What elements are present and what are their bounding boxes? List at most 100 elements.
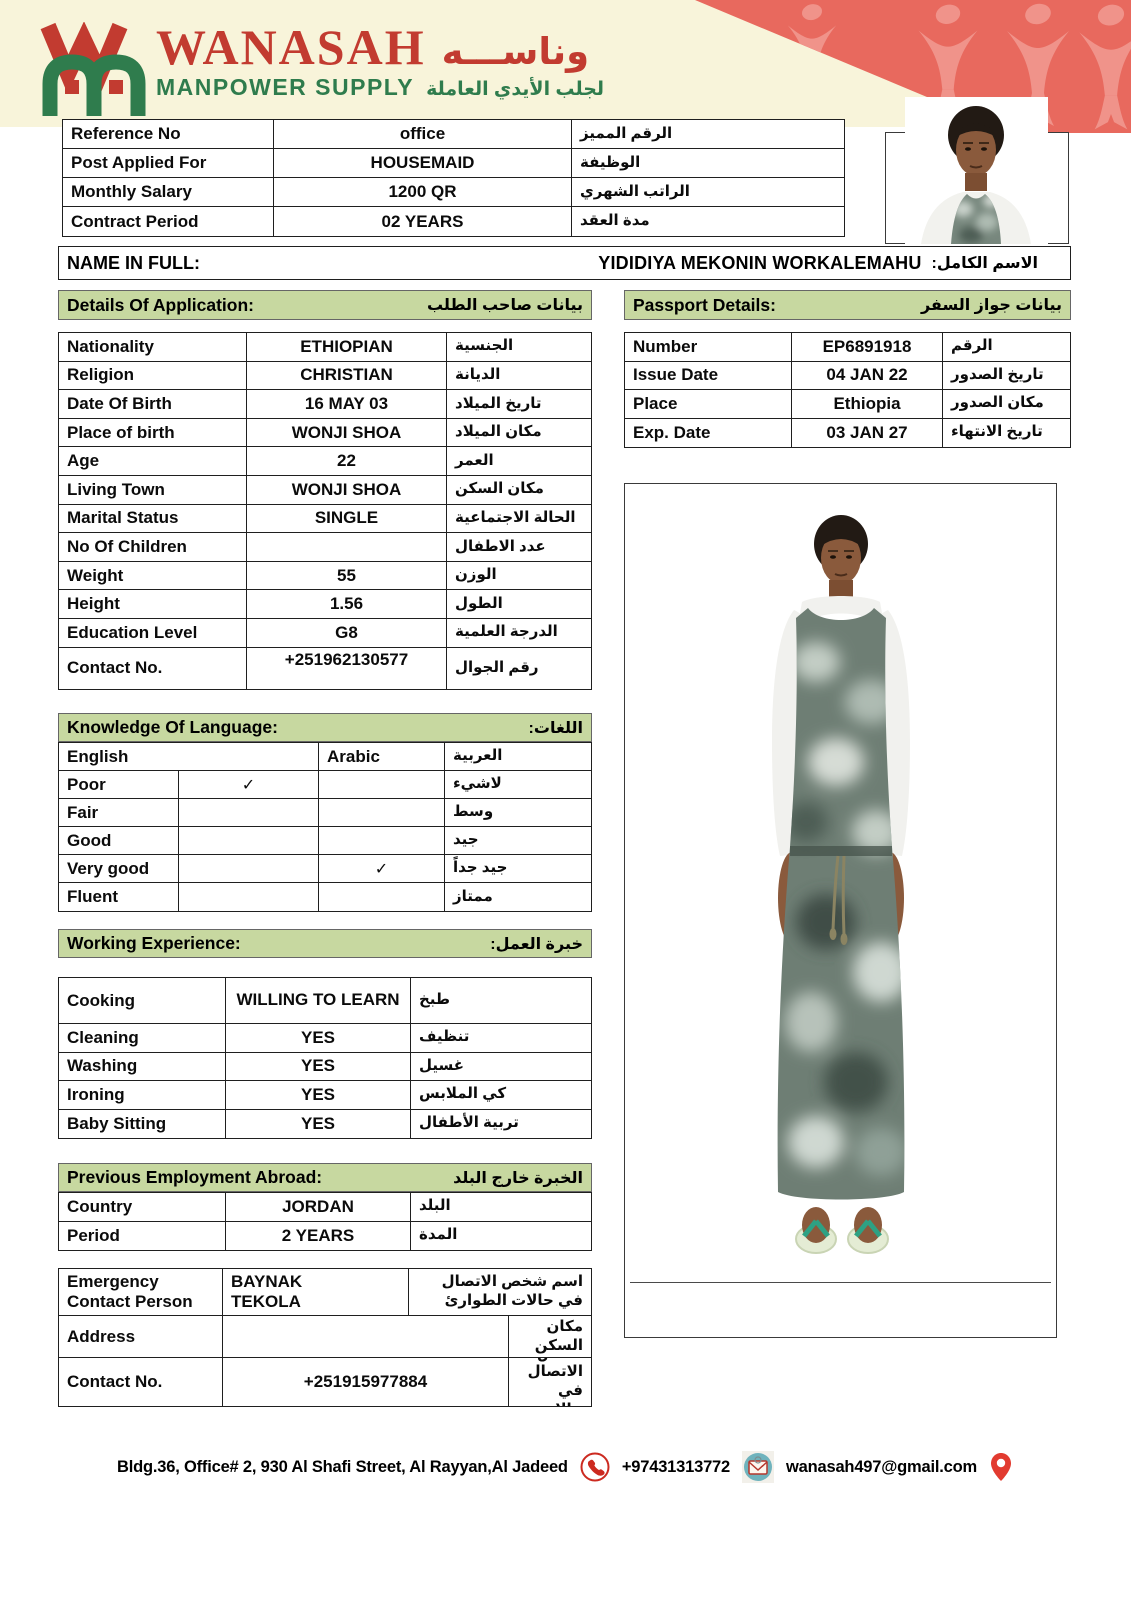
row-label-arabic: تاريخ الميلاد bbox=[455, 394, 542, 412]
table-row: Reference No office الرقم المميز bbox=[63, 120, 844, 149]
row-label-arabic: طبخ bbox=[419, 991, 451, 1009]
section-title: Knowledge Of Language: bbox=[67, 717, 278, 737]
row-label: Religion bbox=[59, 361, 247, 390]
email-address: wanasah497@gmail.com bbox=[786, 1457, 977, 1476]
experience-table: Cooking WILLING TO LEARN طبخ Cleaning YES تن… bbox=[58, 977, 592, 1139]
row-value: YES bbox=[226, 1109, 411, 1138]
row-label: Exp. Date bbox=[625, 418, 792, 447]
row-value: 02 YEARS bbox=[274, 207, 572, 236]
row-label-arabic: الرقم المميز bbox=[580, 124, 673, 142]
section-title: Previous Employment Abroad: bbox=[67, 1167, 323, 1187]
full-name-label: NAME IN FULL: bbox=[67, 252, 200, 273]
row-value: JORDAN bbox=[226, 1193, 411, 1221]
level-label-arabic: لاشيء bbox=[453, 775, 502, 793]
level-label-arabic: جيد bbox=[453, 831, 479, 849]
passport-section-header: Passport Details: بيانات جواز السفر bbox=[624, 290, 1071, 320]
row-label-arabic: اسم شخص الاتصال في حالات الطوارئ bbox=[441, 1273, 583, 1309]
row-value: 22 bbox=[247, 447, 447, 475]
row-value: CHRISTIAN bbox=[247, 361, 447, 390]
applicant-photo bbox=[772, 515, 910, 1254]
previous-employment-table: Country JORDAN البلد Period 2 YEARS المدة bbox=[58, 1192, 592, 1251]
row-value: WONJI SHOA bbox=[247, 418, 447, 447]
photo-box-divider bbox=[630, 1282, 1051, 1283]
row-label: Contact No. bbox=[59, 647, 247, 689]
row-label-arabic: العمر bbox=[455, 451, 494, 469]
row-label: Education Level bbox=[59, 618, 247, 647]
footer-contact-bar: Bldg.36, Office# 2, 930 Al Shafi Street,… bbox=[0, 1450, 1131, 1484]
english-checkmark bbox=[179, 799, 319, 826]
arabic-checkmark: ✓ bbox=[319, 855, 445, 882]
section-title-arabic: خبرة العمل: bbox=[490, 935, 583, 953]
emergency-contact-table: Emergency Contact Person BAYNAK TEKOLA اسم… bbox=[58, 1268, 592, 1407]
row-label-arabic: رقم الجوال bbox=[455, 658, 539, 676]
row-label: Ironing bbox=[59, 1081, 226, 1109]
row-value: G8 bbox=[247, 618, 447, 647]
details-section-header: Details Of Application: بيانات صاحب الطل… bbox=[58, 290, 592, 320]
row-value: YES bbox=[226, 1081, 411, 1109]
row-label-arabic: الراتب الشهري bbox=[580, 182, 690, 200]
row-value: HOUSEMAID bbox=[274, 149, 572, 177]
portrait-photo bbox=[905, 97, 1048, 244]
row-value: office bbox=[274, 120, 572, 148]
row-label: Baby Sitting bbox=[59, 1109, 226, 1138]
logo: WANASAH وناســـه MANPOWER SUPPLY لجلب ال… bbox=[38, 22, 604, 118]
row-label-arabic: الديانة bbox=[455, 366, 501, 384]
row-label: Height bbox=[59, 590, 247, 618]
row-label: Age bbox=[59, 447, 247, 475]
experience-section-header: Working Experience: خبرة العمل: bbox=[58, 929, 592, 958]
row-value: 2 YEARS bbox=[226, 1221, 411, 1250]
section-title: Details Of Application: bbox=[67, 294, 255, 315]
section-title: Passport Details: bbox=[633, 294, 776, 315]
row-value: 03 JAN 27 bbox=[792, 418, 943, 447]
column-header-arabic-label: العربية bbox=[453, 747, 503, 765]
row-value: WONJI SHOA bbox=[247, 475, 447, 504]
application-summary-table: Reference No office الرقم المميز Post Ap… bbox=[62, 119, 845, 237]
previous-employment-section-header: Previous Employment Abroad: الخبرة خارج … bbox=[58, 1163, 592, 1192]
row-label-arabic: عدد الاطفال bbox=[455, 537, 546, 555]
level-label-arabic: جيد جداً bbox=[453, 859, 508, 877]
row-label-arabic: تاريخ الانتهاء bbox=[951, 423, 1043, 441]
row-label: Contact No. bbox=[59, 1358, 223, 1406]
row-value bbox=[247, 533, 447, 561]
row-value: +251915977884 bbox=[223, 1358, 509, 1406]
row-label-arabic: تربية الأطفال bbox=[419, 1114, 519, 1132]
row-label: Living Town bbox=[59, 475, 247, 504]
row-value: YES bbox=[226, 1024, 411, 1052]
row-value: 55 bbox=[247, 561, 447, 590]
row-value: SINGLE bbox=[247, 504, 447, 533]
row-label-arabic: الجنسية bbox=[455, 337, 514, 355]
arabic-checkmark bbox=[319, 799, 445, 826]
row-label-arabic: تاريخ الصدور bbox=[951, 365, 1044, 383]
row-value: 04 JAN 22 bbox=[792, 361, 943, 389]
full-name-row: NAME IN FULL: YIDIDIYA MEKONIN WORKALEMA… bbox=[58, 246, 1071, 280]
section-title-arabic: بيانات جواز السفر bbox=[920, 297, 1062, 314]
row-label-arabic: البلد bbox=[419, 1197, 451, 1215]
email-icon bbox=[741, 1450, 775, 1484]
row-label: Contract Period bbox=[63, 207, 274, 236]
row-value: BAYNAK TEKOLA bbox=[223, 1269, 409, 1315]
column-header-english: English bbox=[59, 743, 319, 770]
row-value: 1.56 bbox=[247, 590, 447, 618]
section-title-arabic: بيانات صاحب الطلب bbox=[426, 297, 583, 314]
row-label: Washing bbox=[59, 1052, 226, 1080]
brand-tagline: MANPOWER SUPPLY bbox=[156, 74, 415, 100]
language-table: English Arabic العربية Poor ✓ لاشيء Fair وس… bbox=[58, 742, 592, 912]
row-label: Cooking bbox=[59, 978, 226, 1023]
row-label: Place bbox=[625, 390, 792, 418]
row-label: Weight bbox=[59, 561, 247, 590]
arabic-checkmark bbox=[319, 771, 445, 798]
row-label: Country bbox=[59, 1193, 226, 1221]
phone-number: +97431313772 bbox=[621, 1457, 731, 1476]
brand-name: WANASAH bbox=[156, 19, 426, 75]
row-value bbox=[223, 1316, 509, 1357]
english-checkmark: ✓ bbox=[179, 771, 319, 798]
row-label-arabic: مكان السكن bbox=[455, 480, 544, 498]
row-label: Issue Date bbox=[625, 361, 792, 389]
office-address: Bldg.36, Office# 2, 930 Al Shafi Street,… bbox=[117, 1457, 568, 1476]
applicant-photo-box bbox=[624, 483, 1057, 1338]
level-label: Poor bbox=[59, 771, 179, 798]
english-checkmark bbox=[179, 855, 319, 882]
row-value: EP6891918 bbox=[792, 333, 943, 361]
details-table: Nationality ETHIOPIAN الجنسية Religion CHRI… bbox=[58, 332, 592, 690]
